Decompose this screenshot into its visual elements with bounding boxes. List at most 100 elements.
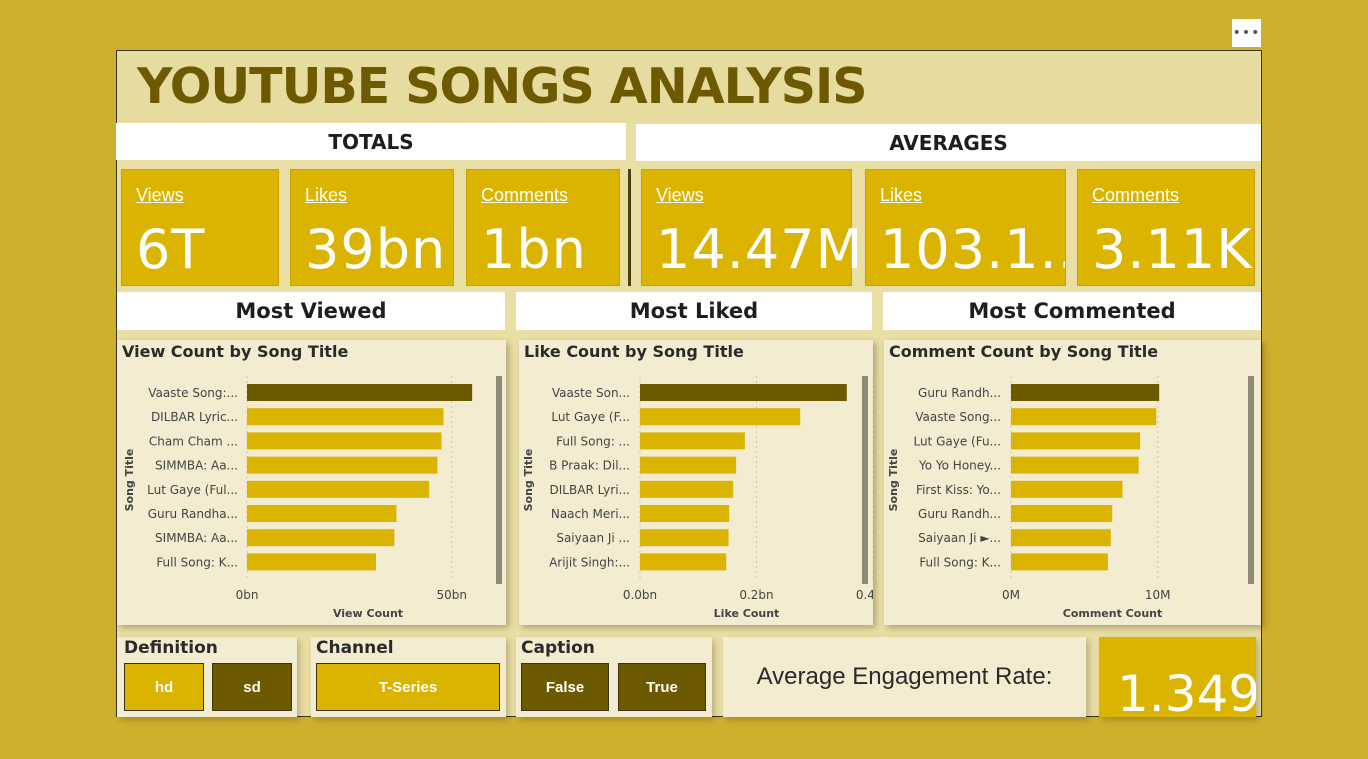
bar: [247, 480, 430, 498]
total-likes-card: Likes 39bn: [290, 169, 454, 286]
bar: [1011, 408, 1157, 426]
kpi-label: Views: [656, 185, 704, 205]
engagement-rate-value: 1.349: [1117, 665, 1256, 717]
most-liked-header: Most Liked: [516, 292, 872, 330]
x-tick-label: 0bn: [236, 588, 259, 602]
kpi-value: 3.11K: [1092, 218, 1253, 281]
y-category-label: SIMMBA: Aa...: [155, 459, 238, 473]
x-tick-label: 0.2bn: [739, 588, 773, 602]
y-category-label: Full Song: K...: [156, 555, 238, 569]
definition-sd-option[interactable]: sd: [212, 663, 292, 711]
bar: [247, 553, 376, 571]
slicer-label: Caption: [521, 638, 595, 658]
kpi-label: Views: [136, 185, 184, 205]
bar: [1011, 384, 1160, 401]
bar: [1011, 456, 1139, 474]
x-tick-label: 0.4bn: [856, 588, 873, 602]
y-category-label: Full Song: ...: [556, 434, 630, 448]
total-views-card: Views 6T: [121, 169, 279, 286]
bar: [640, 384, 847, 401]
total-comments-card: Comments 1bn: [466, 169, 620, 286]
y-category-label: Lut Gaye (Ful...: [147, 483, 238, 497]
bar: [1011, 505, 1113, 522]
chart-title: Like Count by Song Title: [524, 342, 744, 361]
title-bar: [117, 51, 1261, 123]
like-count-chart: 0.0bn 0.2bn 0.4bn Vaaste Son... Lut Gaye (F.…: [519, 340, 873, 625]
caption-slicer: Caption False True: [516, 637, 712, 717]
x-axis-title: View Count: [333, 607, 403, 620]
comment-count-chart: 0M 10M Guru Randh... Vaaste Song... Lut Gaye…: [884, 340, 1261, 625]
x-tick-label: 0.0bn: [623, 588, 657, 602]
more-options-icon: •••: [1232, 25, 1261, 41]
y-category-label: Saiyaan Ji ►...: [918, 531, 1001, 545]
kpi-value: 14.47M: [656, 218, 864, 281]
y-axis-title: Song Title: [887, 449, 900, 512]
y-category-label: SIMMBA: Aa...: [155, 531, 238, 545]
bar: [1011, 432, 1141, 450]
caption-false-option[interactable]: False: [521, 663, 609, 711]
bar: [247, 529, 395, 547]
kpi-value: 39bn: [305, 218, 447, 281]
caption-true-option[interactable]: True: [618, 663, 706, 711]
page-title: YOUTUBE SONGS ANALYSIS: [137, 58, 868, 115]
chart-title: View Count by Song Title: [122, 342, 349, 361]
y-category-label: Saiyaan Ji ...: [556, 531, 630, 545]
most-commented-header: Most Commented: [883, 292, 1261, 330]
slicer-label: Channel: [316, 638, 394, 658]
bar: [1011, 553, 1108, 571]
kpi-value: 103.1...: [880, 218, 1065, 281]
kpi-divider: [628, 169, 631, 286]
chart-svg: 0.0bn 0.2bn 0.4bn Vaaste Son... Lut Gaye (F.…: [522, 376, 873, 620]
bar: [640, 432, 745, 450]
chart-svg: 0bn 50bn Vaaste Song:... DILBAR Lyric... Cha…: [123, 376, 502, 620]
bar: [640, 553, 727, 571]
engagement-rate-card: 1.349: [1099, 637, 1256, 717]
y-category-label: DILBAR Lyri...: [550, 483, 630, 497]
x-tick-label: 0M: [1002, 588, 1020, 602]
scrollbar: [862, 376, 868, 584]
bar: [1011, 480, 1123, 498]
y-category-label: Cham Cham ...: [149, 434, 238, 448]
y-category-label: Yo Yo Honey...: [918, 459, 1001, 473]
bar: [640, 505, 730, 522]
y-category-label: Guru Randh...: [918, 386, 1001, 400]
channel-t-series-option[interactable]: T-Series: [316, 663, 500, 711]
x-axis-title: Comment Count: [1063, 607, 1162, 620]
channel-slicer: Channel T-Series: [311, 637, 506, 717]
y-axis-title: Song Title: [123, 449, 136, 512]
definition-slicer: Definition hd sd: [117, 637, 297, 717]
average-comments-card: Comments 3.11K: [1077, 169, 1255, 286]
x-tick-label: 50bn: [436, 588, 467, 602]
kpi-label: Likes: [880, 185, 923, 205]
x-axis-title: Like Count: [714, 607, 780, 620]
y-category-label: Vaaste Song...: [915, 410, 1001, 424]
kpi-value: 6T: [136, 218, 206, 281]
y-axis-title: Song Title: [522, 449, 535, 512]
y-category-label: Full Song: K...: [919, 555, 1001, 569]
more-options-button[interactable]: •••: [1232, 19, 1261, 47]
bar: [247, 505, 397, 522]
definition-hd-option[interactable]: hd: [124, 663, 204, 711]
bar: [640, 480, 734, 498]
y-category-label: Vaaste Song:...: [148, 386, 238, 400]
engagement-rate-label: Average Engagement Rate:: [723, 637, 1086, 717]
bar: [247, 384, 473, 401]
y-category-label: DILBAR Lyric...: [151, 410, 238, 424]
totals-header: TOTALS: [116, 123, 626, 160]
view-count-chart: 0bn 50bn Vaaste Song:... DILBAR Lyric... Cha…: [117, 340, 506, 625]
slicer-label: Definition: [124, 638, 218, 658]
bar: [247, 432, 442, 450]
chart-title: Comment Count by Song Title: [889, 342, 1159, 361]
bar: [640, 408, 801, 426]
scrollbar: [1248, 376, 1254, 584]
chart-svg: 0M 10M Guru Randh... Vaaste Song... Lut Gaye…: [887, 376, 1254, 620]
bar: [247, 456, 438, 474]
kpi-label: Likes: [305, 185, 348, 205]
bar: [640, 529, 729, 547]
y-category-label: Guru Randha...: [148, 507, 238, 521]
average-likes-card: Likes 103.1...: [865, 169, 1066, 286]
y-category-label: B Praak: Dil...: [549, 459, 630, 473]
kpi-label: Comments: [481, 185, 569, 205]
averages-header: AVERAGES: [636, 124, 1261, 161]
bar: [247, 408, 444, 426]
